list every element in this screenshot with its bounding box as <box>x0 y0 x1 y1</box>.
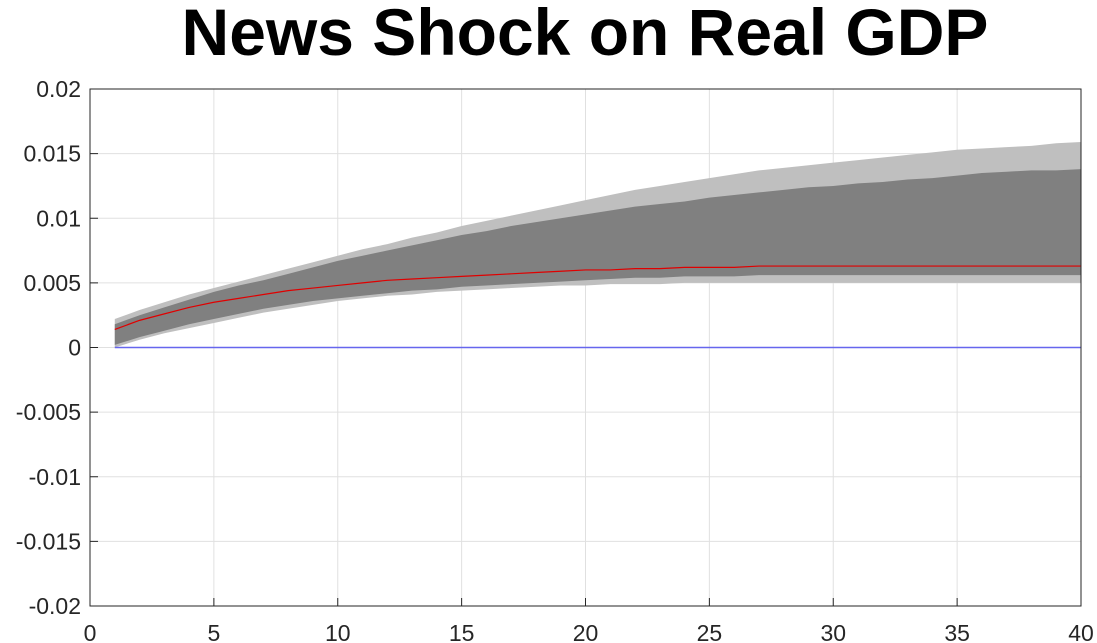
x-tick-label-0: 0 <box>84 620 97 643</box>
confidence-bands <box>114 141 1081 348</box>
inner-confidence-band <box>114 169 1081 345</box>
x-tick-label-2: 10 <box>325 620 351 643</box>
y-tick-labels: 0.02 0.015 0.01 0.005 0 -0.005 -0.01 -0.015 -0.0… <box>16 76 81 619</box>
series-lines <box>114 265 1081 349</box>
y-tick-label-2: 0.01 <box>36 205 81 231</box>
x-tick-label-6: 30 <box>820 620 846 643</box>
chart-title: News Shock on Real GDP <box>181 0 989 69</box>
y-tick-label-3: 0.005 <box>23 270 81 296</box>
y-tick-label-0: 0.02 <box>36 76 81 102</box>
y-tick-label-4: 0 <box>68 335 81 361</box>
axes <box>89 88 1082 607</box>
x-tick-label-4: 20 <box>573 620 599 643</box>
x-tick-label-1: 5 <box>207 620 220 643</box>
y-tick-label-6: -0.01 <box>29 464 81 490</box>
y-tick-label-7: -0.015 <box>16 528 81 554</box>
x-tick-label-3: 15 <box>449 620 475 643</box>
x-tick-labels: 0 5 10 15 20 25 30 35 40 <box>84 620 1094 643</box>
y-tick-label-5: -0.005 <box>16 399 81 425</box>
y-tick-label-8: -0.02 <box>29 593 81 619</box>
median-response-line <box>114 265 1081 330</box>
x-tick-label-5: 25 <box>697 620 723 643</box>
x-tick-label-8: 40 <box>1068 620 1094 643</box>
x-tick-label-7: 35 <box>944 620 970 643</box>
y-tick-label-1: 0.015 <box>23 141 81 167</box>
